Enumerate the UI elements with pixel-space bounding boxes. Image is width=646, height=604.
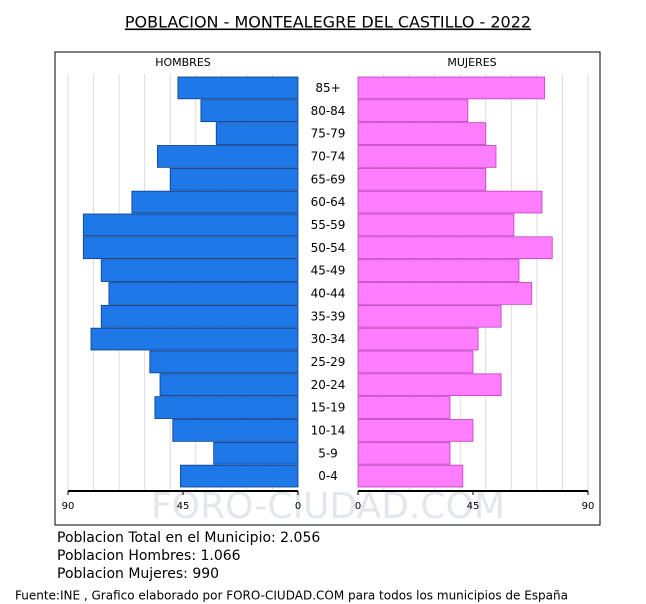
bar-women: [357, 282, 533, 305]
legend-left: HOMBRES: [155, 56, 211, 69]
bar-men: [82, 236, 299, 260]
bar-men: [149, 350, 299, 374]
bar-women: [357, 350, 474, 374]
x-tick-label: 0: [355, 501, 361, 512]
source: Fuente:INE , Grafico elaborado por FORO-…: [15, 589, 568, 603]
age-label: 60-64: [311, 195, 346, 209]
bar-men: [200, 99, 299, 123]
age-label: 85+: [315, 81, 340, 95]
age-label: 35-39: [311, 309, 346, 323]
bar-men: [213, 441, 299, 465]
bar-men: [154, 396, 299, 419]
bar-men: [177, 76, 299, 100]
x-tick-label: 45: [177, 501, 190, 512]
x-tick-label: 90: [582, 501, 595, 512]
stat-line: Poblacion Mujeres: 990: [57, 566, 219, 582]
age-label: 65-69: [311, 172, 346, 186]
bar-women: [357, 464, 464, 488]
age-label: 75-79: [311, 127, 346, 141]
bar-men: [169, 167, 299, 191]
bar-men: [82, 213, 299, 237]
bar-women: [357, 145, 497, 168]
x-tick-label: 45: [467, 501, 480, 512]
bar-men: [159, 373, 299, 397]
bar-women: [357, 304, 502, 328]
age-label: 20-24: [311, 378, 346, 392]
stat-line: Poblacion Hombres: 1.066: [57, 548, 241, 564]
bar-men: [90, 327, 299, 351]
age-label: 10-14: [311, 423, 346, 437]
stat-line: Poblacion Total en el Municipio: 2.056: [57, 530, 320, 546]
bar-men: [131, 190, 299, 214]
age-label: 80-84: [311, 104, 346, 118]
bar-men: [100, 259, 299, 282]
bar-men: [172, 419, 299, 442]
bar-women: [357, 236, 553, 260]
bar-women: [357, 327, 479, 351]
bar-men: [108, 282, 299, 305]
bar-women: [357, 259, 520, 282]
bar-men: [100, 304, 299, 328]
age-label: 30-34: [311, 332, 346, 346]
watermark: FORO-CIUDAD.COM: [151, 486, 505, 527]
age-label: 70-74: [311, 149, 346, 163]
bar-women: [357, 419, 474, 442]
bar-women: [357, 213, 515, 237]
bar-women: [357, 190, 543, 214]
age-label: 45-49: [311, 264, 346, 278]
age-label: 15-19: [311, 401, 346, 415]
bar-women: [357, 441, 451, 465]
bar-women: [357, 396, 451, 419]
age-label: 0-4: [318, 469, 338, 483]
bar-men: [157, 145, 299, 168]
age-label: 25-29: [311, 355, 346, 369]
bar-men: [215, 122, 299, 145]
bar-women: [357, 122, 487, 145]
chart-title: POBLACION - MONTEALEGRE DEL CASTILLO - 2…: [125, 13, 531, 32]
x-tick-label: 0: [295, 501, 301, 512]
bar-women: [357, 99, 469, 123]
x-tick-label: 90: [62, 501, 75, 512]
bar-women: [357, 76, 545, 100]
age-label: 55-59: [311, 218, 346, 232]
bar-women: [357, 167, 487, 191]
age-label: 5-9: [318, 446, 338, 460]
bar-women: [357, 373, 502, 397]
age-label: 40-44: [311, 286, 346, 300]
bar-men: [180, 464, 299, 488]
age-label: 50-54: [311, 241, 346, 255]
legend-right: MUJERES: [447, 56, 496, 69]
